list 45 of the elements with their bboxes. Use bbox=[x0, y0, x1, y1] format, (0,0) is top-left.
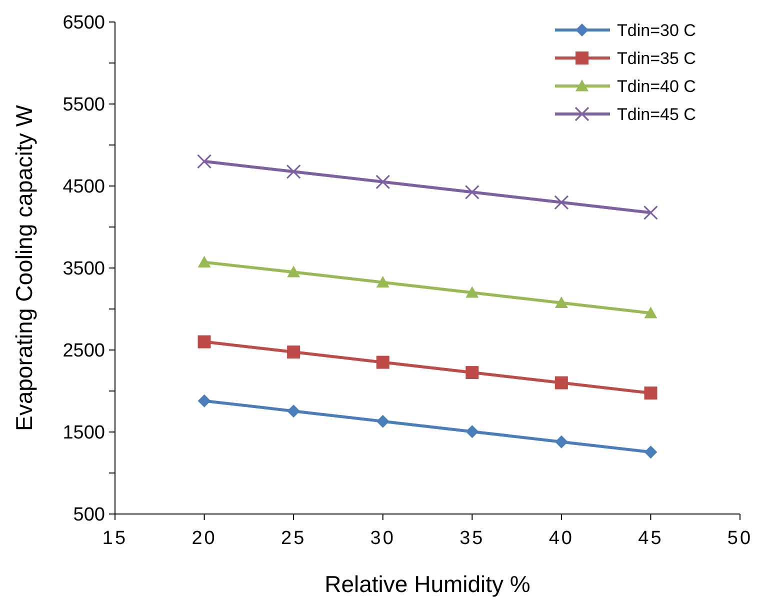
x-tick-label: 35 bbox=[460, 528, 485, 549]
y-tick-label: 3500 bbox=[62, 258, 105, 280]
point bbox=[287, 404, 300, 418]
point bbox=[554, 435, 568, 448]
legend-label: Tdin=30 C bbox=[617, 20, 696, 40]
legend-label: Tdin=45 C bbox=[617, 104, 696, 124]
x-tick-label: 25 bbox=[281, 528, 306, 549]
x-tick-label: 20 bbox=[192, 528, 217, 549]
point bbox=[466, 366, 479, 380]
point bbox=[464, 184, 480, 200]
y-tick-label: 500 bbox=[73, 504, 105, 526]
y-tick-label: 6500 bbox=[62, 12, 105, 34]
point bbox=[196, 154, 212, 169]
legend-label: Tdin=35 C bbox=[617, 48, 696, 68]
point bbox=[376, 174, 390, 190]
legend-label: Tdin=40 C bbox=[617, 76, 696, 96]
x-tick-label: 15 bbox=[102, 528, 128, 549]
y-tick-label: 5500 bbox=[62, 94, 105, 116]
point bbox=[198, 256, 211, 268]
point bbox=[554, 376, 568, 390]
point bbox=[376, 356, 390, 369]
point bbox=[643, 205, 658, 220]
point bbox=[286, 164, 301, 179]
point bbox=[466, 286, 479, 298]
x-tick-label: 50 bbox=[727, 528, 753, 549]
point bbox=[287, 266, 300, 278]
point bbox=[287, 346, 300, 359]
y-tick-label: 4500 bbox=[62, 176, 105, 198]
y-axis-title: Evaporating Cooling capacity W bbox=[11, 104, 37, 431]
y-tick-label: 2500 bbox=[62, 340, 105, 362]
point bbox=[644, 386, 658, 400]
point bbox=[554, 296, 568, 308]
point bbox=[466, 425, 479, 438]
point bbox=[554, 195, 569, 210]
point bbox=[198, 394, 211, 408]
point bbox=[376, 414, 390, 428]
point bbox=[644, 306, 658, 318]
point bbox=[376, 276, 390, 288]
point bbox=[644, 446, 658, 459]
y-tick-label: 1500 bbox=[62, 422, 105, 444]
point bbox=[198, 335, 211, 348]
x-tick-label: 30 bbox=[370, 528, 396, 549]
x-tick-label: 45 bbox=[638, 528, 664, 549]
x-axis-title: Relative Humidity % bbox=[324, 571, 530, 597]
x-tick-label: 40 bbox=[548, 528, 574, 549]
